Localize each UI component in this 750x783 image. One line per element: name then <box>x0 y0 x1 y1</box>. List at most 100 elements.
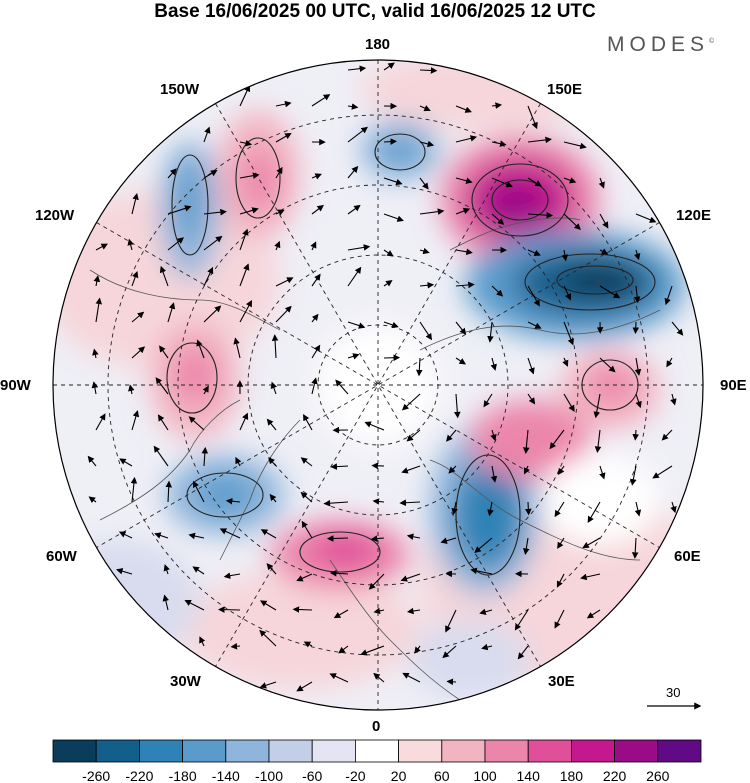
wind-vector <box>483 393 493 408</box>
wind-vector <box>632 429 639 441</box>
wind-vector <box>527 211 554 219</box>
wind-vector <box>525 501 532 516</box>
colorbar-box <box>398 739 443 763</box>
wind-vector <box>419 177 429 190</box>
wind-vector <box>239 263 250 287</box>
wind-vector <box>268 457 277 467</box>
wind-vector <box>556 573 565 588</box>
wind-vector <box>347 103 359 110</box>
wind-vector <box>347 126 368 143</box>
wind-vector <box>131 311 145 323</box>
wind-vector <box>448 465 457 474</box>
wind-vector <box>670 393 677 406</box>
wind-vector <box>329 673 349 683</box>
wind-vector <box>527 393 536 405</box>
colorbar-tick-label: -180 <box>169 768 197 783</box>
wind-vector <box>131 346 146 359</box>
wind-vector <box>470 567 493 575</box>
wind-vector <box>562 357 569 367</box>
wind-vector <box>364 421 385 431</box>
wind-vector <box>95 297 103 323</box>
lon-label-60w: 60W <box>46 548 77 565</box>
wind-vector <box>239 299 253 323</box>
wind-vector <box>383 249 394 257</box>
wind-vector <box>593 393 601 419</box>
wind-vector <box>599 465 606 480</box>
wind-vector <box>167 237 185 251</box>
wind-vector <box>259 629 277 647</box>
lon-label-120w: 120W <box>35 207 75 224</box>
colorbar-tick-label: 20 <box>391 768 407 783</box>
wind-vector <box>275 209 285 216</box>
wind-vector <box>259 600 277 611</box>
wind-vector <box>491 102 503 109</box>
wind-vectors <box>87 62 684 692</box>
colorbar-box <box>354 739 399 763</box>
wind-vector <box>454 393 461 419</box>
wind-vector <box>635 213 657 223</box>
wind-vector <box>203 170 218 179</box>
colorbar-tick-label: 60 <box>434 768 450 783</box>
colorbar-tick-label: -20 <box>345 768 365 783</box>
wind-vector <box>557 537 565 549</box>
wind-vector <box>440 537 457 544</box>
wind-vector <box>446 429 457 442</box>
wind-vector <box>599 285 621 299</box>
wind-vector <box>199 636 206 647</box>
wind-vector <box>167 302 176 323</box>
colorbar-box <box>441 739 486 763</box>
graticule <box>53 60 703 710</box>
wind-vector <box>631 537 639 559</box>
colorbar-box <box>95 739 140 763</box>
wind-vector <box>406 607 421 615</box>
wind-vector <box>333 609 349 619</box>
colorbar-tick-label: -100 <box>255 768 283 783</box>
wind-vector <box>599 357 616 373</box>
wind-vector <box>203 305 222 323</box>
wind-vector <box>92 348 99 359</box>
wind-vector <box>119 458 133 467</box>
wind-vector <box>167 205 192 215</box>
wind-vector <box>671 321 684 336</box>
wind-vector <box>296 681 313 692</box>
wind-vector <box>330 463 349 470</box>
wind-vector <box>491 213 505 225</box>
colorbar-tick-label: 220 <box>603 768 627 783</box>
wind-vector <box>670 501 677 514</box>
wind-vector <box>563 321 574 346</box>
wind-vector <box>259 681 277 689</box>
wind-vector <box>527 136 553 144</box>
wind-vector <box>271 334 279 359</box>
wind-vector <box>527 357 535 375</box>
wind-vector <box>269 493 277 503</box>
wind-vector <box>203 126 211 143</box>
wind-vector <box>554 501 565 518</box>
wind-vector <box>652 465 673 479</box>
wind-vector <box>239 207 259 215</box>
wind-vector <box>455 357 467 365</box>
colorbar-box <box>268 739 313 763</box>
wind-vector <box>451 501 458 515</box>
wind-vector <box>419 321 433 341</box>
wind-vector <box>634 501 642 517</box>
colorbar-box <box>571 739 616 763</box>
wind-vector <box>419 67 438 74</box>
wind-vector <box>360 645 385 656</box>
colorbar-tick-label: 260 <box>646 768 670 783</box>
wind-vector <box>300 491 313 503</box>
wind-vector <box>487 321 494 343</box>
wind-vector <box>599 248 609 255</box>
wind-vector <box>406 429 421 442</box>
wind-vector <box>310 241 317 251</box>
wind-vector <box>491 177 513 188</box>
wind-vector <box>323 499 349 507</box>
wind-vector <box>347 353 360 360</box>
wind-vector <box>275 305 292 323</box>
wind-vector <box>481 643 493 651</box>
wind-vector <box>400 573 421 582</box>
colorbar-tick-label: 180 <box>560 768 584 783</box>
wind-vector <box>455 248 473 256</box>
wind-vector <box>311 173 322 180</box>
wind-vector <box>131 410 140 431</box>
wind-vector <box>561 249 569 262</box>
